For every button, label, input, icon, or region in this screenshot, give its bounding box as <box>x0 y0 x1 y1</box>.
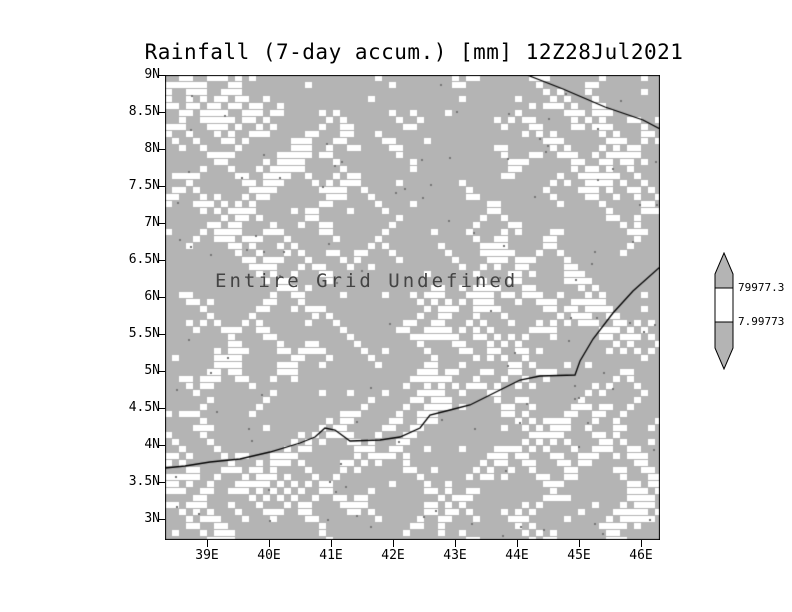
x-axis-label: 45E <box>567 548 591 563</box>
y-axis-label: 5N <box>144 363 160 378</box>
y-axis-label: 6.5N <box>128 252 160 267</box>
x-tick-mark <box>331 540 332 547</box>
x-axis-label: 39E <box>195 548 219 563</box>
y-axis-label: 6N <box>144 289 160 304</box>
x-tick-mark <box>517 540 518 547</box>
y-tick-mark <box>158 112 165 113</box>
y-tick-mark <box>158 408 165 409</box>
x-tick-mark <box>269 540 270 547</box>
y-axis-label: 7N <box>144 215 160 230</box>
x-tick-mark <box>393 540 394 547</box>
x-tick-mark <box>207 540 208 547</box>
x-axis-label: 43E <box>443 548 467 563</box>
y-axis-label: 8N <box>144 141 160 156</box>
x-tick-mark <box>641 540 642 547</box>
y-tick-mark <box>158 75 165 76</box>
y-tick-mark <box>158 445 165 446</box>
y-axis-label: 4N <box>144 437 160 452</box>
y-axis-label: 3N <box>144 511 160 526</box>
y-tick-mark <box>158 223 165 224</box>
x-axis-label: 40E <box>257 548 281 563</box>
y-axis-label: 5.5N <box>128 326 160 341</box>
y-tick-mark <box>158 519 165 520</box>
colorbar-label-upper: 79977.3 <box>738 281 785 294</box>
y-axis-label: 4.5N <box>128 400 160 415</box>
chart-title: Rainfall (7-day accum.) [mm] 12Z28Jul202… <box>144 40 684 64</box>
x-tick-mark <box>579 540 580 547</box>
y-tick-mark <box>158 371 165 372</box>
y-tick-mark <box>158 260 165 261</box>
x-axis-label: 42E <box>381 548 405 563</box>
y-tick-mark <box>158 297 165 298</box>
y-tick-mark <box>158 482 165 483</box>
y-tick-mark <box>158 186 165 187</box>
x-tick-mark <box>455 540 456 547</box>
x-axis-label: 41E <box>319 548 343 563</box>
colorbar-label-lower: 7.99773 <box>738 315 785 328</box>
y-axis-label: 8.5N <box>128 104 160 119</box>
y-tick-mark <box>158 334 165 335</box>
y-axis-label: 9N <box>144 67 160 82</box>
y-tick-mark <box>158 149 165 150</box>
rainfall-field-canvas <box>165 75 660 540</box>
grid-undefined-annotation: Entire Grid Undefined <box>215 270 519 292</box>
y-axis-label: 7.5N <box>128 178 160 193</box>
x-axis-label: 46E <box>629 548 653 563</box>
colorbar-arrow-icon <box>714 252 734 370</box>
map-plot-area: Entire Grid Undefined <box>165 75 660 540</box>
y-axis-label: 3.5N <box>128 474 160 489</box>
x-axis-label: 44E <box>505 548 529 563</box>
